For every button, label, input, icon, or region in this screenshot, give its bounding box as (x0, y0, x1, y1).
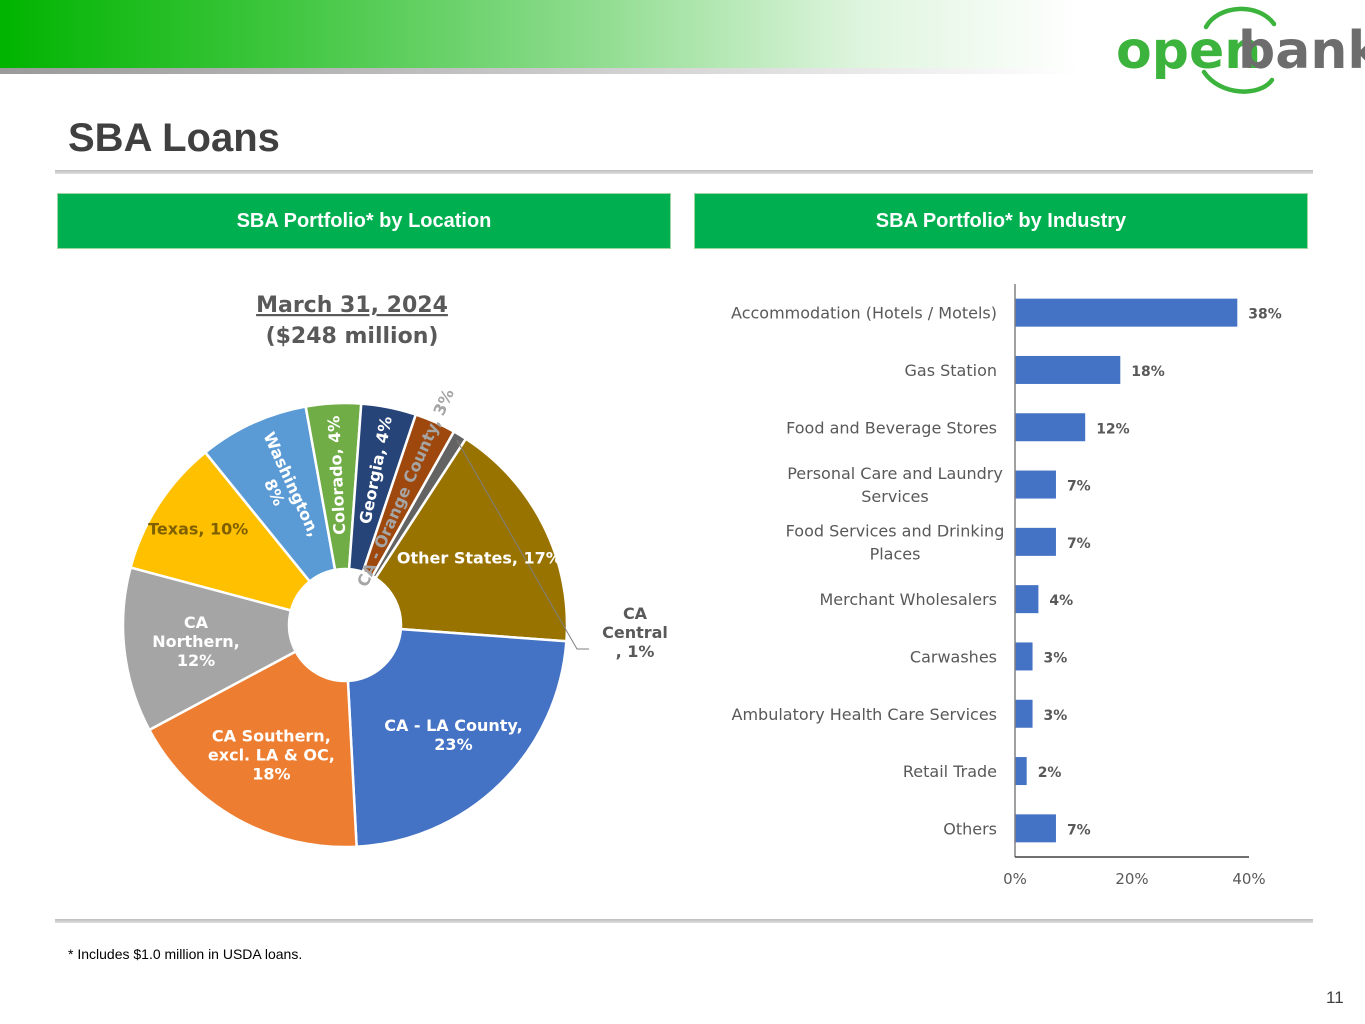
industry-bar-chart: 38% Accommodation (Hotels / Motels) 18% Gas… (731, 284, 1282, 888)
bar-value-label: 12% (1096, 421, 1130, 437)
bar-value-label: 7% (1067, 479, 1091, 495)
category-label-retail-trade: Retail Trade (903, 762, 997, 781)
bar-value-label: 7% (1067, 536, 1091, 552)
pie-chart-title: March 31, 2024 (256, 293, 448, 318)
location-panel-header: SBA Portfolio* by Location (57, 193, 671, 249)
logo-arc-top (1203, 6, 1277, 30)
category-label-personal-care-and-laundry-services: Personal Care and Laundry Services (787, 464, 1003, 506)
bar-gas-station (1015, 355, 1121, 384)
pie-label-other-states-17: Other States, 17% (397, 548, 562, 567)
pie-slice-ca-la-county-23 (346, 627, 568, 849)
bar-carwashes (1015, 642, 1033, 671)
bar-ambulatory-health-care-services (1015, 699, 1033, 728)
pie-slice-ca-southern-excl-la-oc-18 (147, 649, 358, 849)
category-label-carwashes: Carwashes (910, 647, 997, 666)
bar-value-label: 18% (1131, 364, 1165, 380)
pie-label-texas-10: Texas, 10% (148, 520, 248, 539)
pie-chart-subtitle: ($248 million) (266, 324, 439, 349)
footer-divider (55, 919, 1313, 923)
category-label-food-and-beverage-stores: Food and Beverage Stores (786, 418, 997, 437)
pie-label-ca-la-county-23: CA - LA County, 23% (384, 716, 522, 754)
logo-bank-text: bank (1238, 21, 1365, 81)
bar-value-label: 3% (1044, 650, 1068, 666)
x-tick-label: 0% (1003, 870, 1027, 888)
bar-personal-care-and-laundry-services (1015, 470, 1056, 499)
bar-accommodation-hotels-motels (1015, 298, 1238, 327)
location-donut-chart: March 31, 2024 ($248 million) Texas, 10%… (121, 293, 668, 849)
pie-label-ca-central-1: CA Central, 1% (602, 604, 668, 661)
logo-arc-bottom (1201, 69, 1275, 94)
bar-value-label: 4% (1049, 593, 1073, 609)
pie-leader-line (456, 439, 589, 650)
title-divider (55, 170, 1313, 174)
page-title: SBA Loans (68, 116, 280, 160)
category-label-others: Others (943, 819, 997, 838)
pie-label-ca-northern-12: CA Northern, 12% (152, 613, 240, 670)
bar-value-label: 38% (1248, 307, 1282, 323)
category-label-gas-station: Gas Station (904, 361, 997, 380)
footnote: * Includes $1.0 million in USDA loans. (68, 946, 303, 962)
category-label-accommodation-hotels-motels: Accommodation (Hotels / Motels) (731, 304, 997, 323)
category-label-merchant-wholesalers: Merchant Wholesalers (820, 590, 998, 609)
pie-slice-texas-10 (129, 450, 312, 613)
category-label-food-services-and-drinking-places: Food Services and Drinking Places (786, 521, 1005, 563)
x-tick-label: 40% (1232, 870, 1265, 888)
openbank-logo: open bank (1116, 6, 1365, 94)
bar-value-label: 3% (1044, 708, 1068, 724)
bar-merchant-wholesalers (1015, 585, 1039, 614)
logo-open-text: open (1116, 21, 1261, 81)
x-tick-label: 20% (1115, 870, 1148, 888)
bar-food-services-and-drinking-places (1015, 527, 1056, 556)
bar-value-label: 2% (1038, 765, 1062, 781)
pie-slice-ca-northern-12 (121, 566, 298, 732)
bar-value-label: 7% (1067, 822, 1091, 838)
bar-others (1015, 814, 1056, 843)
pie-slice-other-states-17 (373, 437, 569, 643)
bar-retail-trade (1015, 757, 1027, 786)
page-number: 11 (1326, 988, 1344, 1007)
header-band-shadow (0, 68, 1080, 74)
header-gradient-band (0, 0, 1080, 68)
industry-panel-header: SBA Portfolio* by Industry (694, 193, 1308, 249)
bar-food-and-beverage-stores (1015, 413, 1086, 442)
category-label-ambulatory-health-care-services: Ambulatory Health Care Services (732, 705, 998, 724)
pie-label-ca-southern-excl-la-oc-18: CA Southern, excl. LA & OC, 18% (208, 727, 335, 784)
